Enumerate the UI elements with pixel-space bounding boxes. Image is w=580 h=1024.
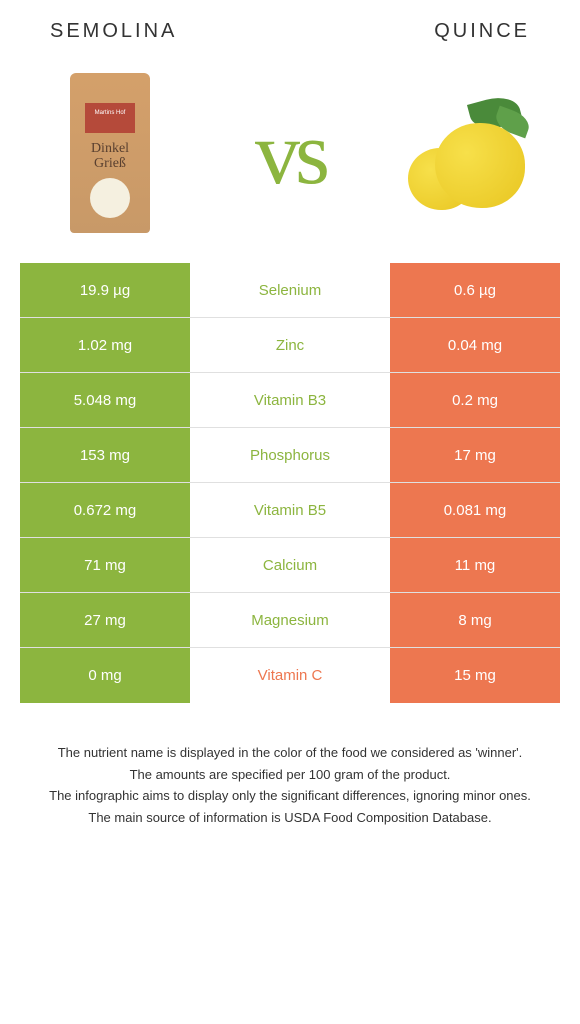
table-row: 0 mgVitamin C15 mg (20, 648, 560, 703)
footer-line: The amounts are specified per 100 gram o… (30, 765, 550, 785)
left-value: 0.672 mg (20, 483, 190, 537)
quince-fruit-icon (435, 123, 525, 208)
infographic-container: SEMOLINA QUINCE Martins Hof Dinkel Grieß… (0, 0, 580, 869)
left-value: 71 mg (20, 538, 190, 592)
footer-line: The infographic aims to display only the… (30, 786, 550, 806)
table-row: 19.9 µgSelenium0.6 µg (20, 263, 560, 318)
nutrient-label: Zinc (190, 318, 390, 372)
left-value: 1.02 mg (20, 318, 190, 372)
right-value: 0.04 mg (390, 318, 560, 372)
right-value: 0.6 µg (390, 263, 560, 317)
left-value: 19.9 µg (20, 263, 190, 317)
table-row: 5.048 mgVitamin B30.2 mg (20, 373, 560, 428)
left-value: 153 mg (20, 428, 190, 482)
bag-window-icon (90, 178, 130, 218)
left-value: 27 mg (20, 593, 190, 647)
nutrient-label: Vitamin C (190, 648, 390, 703)
bag-text-2: Grieß (94, 156, 126, 171)
images-row: Martins Hof Dinkel Grieß vs (20, 53, 560, 263)
nutrient-label: Magnesium (190, 593, 390, 647)
nutrient-label: Calcium (190, 538, 390, 592)
header: SEMOLINA QUINCE (20, 20, 560, 53)
nutrient-label: Vitamin B5 (190, 483, 390, 537)
table-row: 1.02 mgZinc0.04 mg (20, 318, 560, 373)
left-value: 0 mg (20, 648, 190, 703)
table-row: 153 mgPhosphorus17 mg (20, 428, 560, 483)
footer-line: The main source of information is USDA F… (30, 808, 550, 828)
right-value: 15 mg (390, 648, 560, 703)
left-value: 5.048 mg (20, 373, 190, 427)
right-value: 0.081 mg (390, 483, 560, 537)
right-food-title: QUINCE (434, 20, 530, 43)
nutrient-label: Selenium (190, 263, 390, 317)
right-value: 8 mg (390, 593, 560, 647)
footer-line: The nutrient name is displayed in the co… (30, 743, 550, 763)
quince-image (400, 63, 540, 243)
left-food-title: SEMOLINA (50, 20, 177, 43)
table-row: 27 mgMagnesium8 mg (20, 593, 560, 648)
nutrient-label: Vitamin B3 (190, 373, 390, 427)
nutrient-table: 19.9 µgSelenium0.6 µg1.02 mgZinc0.04 mg5… (20, 263, 560, 703)
table-row: 0.672 mgVitamin B50.081 mg (20, 483, 560, 538)
table-row: 71 mgCalcium11 mg (20, 538, 560, 593)
bag-brand-label: Martins Hof (85, 103, 135, 133)
right-value: 0.2 mg (390, 373, 560, 427)
right-value: 11 mg (390, 538, 560, 592)
right-value: 17 mg (390, 428, 560, 482)
nutrient-label: Phosphorus (190, 428, 390, 482)
bag-text-1: Dinkel (91, 141, 129, 156)
vs-label: vs (255, 102, 325, 205)
footer-notes: The nutrient name is displayed in the co… (20, 703, 560, 849)
semolina-bag-icon: Martins Hof Dinkel Grieß (70, 73, 150, 233)
semolina-image: Martins Hof Dinkel Grieß (40, 63, 180, 243)
quince-icon (400, 83, 540, 223)
